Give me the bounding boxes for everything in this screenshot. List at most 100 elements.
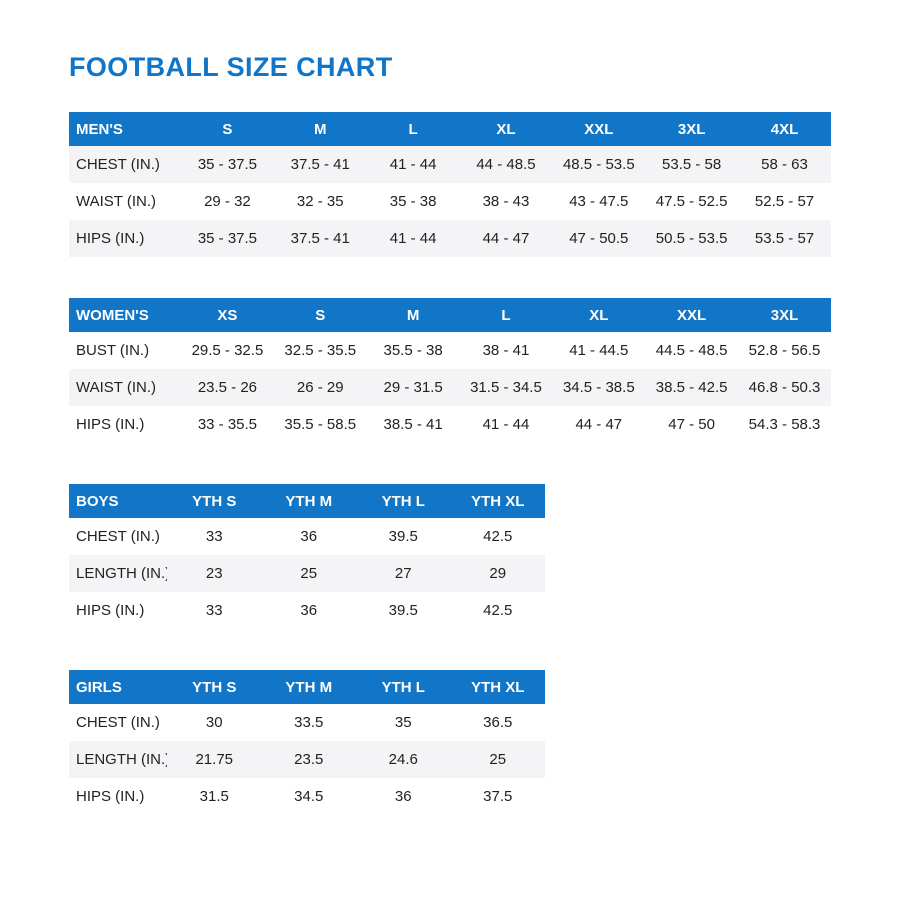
size-column-header: 3XL [677,120,706,138]
measurement-row: HIPS (IN.) 33 36 39.5 42.5 [69,592,545,629]
size-column-header: YTH L [381,492,425,510]
measurement-value-cell: 32.5 - 35.5 [284,342,357,359]
measurement-value-cell: 44.5 - 48.5 [655,342,728,359]
size-column-header: 4XL [770,120,799,138]
size-chart-page: FOOTBALL SIZE CHART MEN'S S M L XL XXL 3XL 4XL C… [69,52,831,815]
measurement-value-cell: 39.5 [388,528,418,545]
measurement-label: HIPS (IN.) [76,230,145,247]
table-group-label: BOYS [76,492,119,510]
measurement-value-cell: 41 - 44.5 [569,342,629,359]
measurement-row: WAIST (IN.) 29 - 32 32 - 35 35 - 38 38 - 43 4… [69,183,831,220]
measurement-value-cell: 50.5 - 53.5 [655,230,728,247]
measurement-value-cell: 41 - 44 [389,156,437,173]
measurement-value-cell: 35 - 38 [389,193,437,210]
measurement-value-cell: 38 - 41 [482,342,530,359]
measurement-value-cell: 33.5 [294,714,324,731]
measurement-row: HIPS (IN.) 35 - 37.5 37.5 - 41 41 - 44 44 - … [69,220,831,257]
table-group-label: WOMEN'S [76,306,149,324]
measurement-value-cell: 36 [300,528,318,545]
size-column-header: XL [496,120,516,138]
measurement-value-cell: 29 [489,565,507,582]
measurement-value-cell: 46.8 - 50.3 [748,379,821,396]
measurement-value-cell: 38.5 - 42.5 [655,379,728,396]
measurement-label: HIPS (IN.) [76,416,145,433]
measurement-label: BUST (IN.) [76,342,150,359]
measurement-row: HIPS (IN.) 31.5 34.5 36 37.5 [69,778,545,815]
size-column-header: L [501,306,511,324]
measurement-value-cell: 34.5 [294,788,324,805]
measurement-row: HIPS (IN.) 33 - 35.5 35.5 - 58.5 38.5 - 41 4… [69,406,831,443]
measurement-value-cell: 39.5 [388,602,418,619]
size-table-boys: BOYS YTH S YTH M YTH L YTH XL CHEST (IN.) 33 36… [69,484,545,629]
size-column-header: XS [217,306,238,324]
measurement-value-cell: 37.5 [483,788,513,805]
measurement-row: LENGTH (IN.) 21.75 23.5 24.6 25 [69,741,545,778]
measurement-value-cell: 29 - 31.5 [383,379,443,396]
measurement-row: LENGTH (IN.) 23 25 27 29 [69,555,545,592]
size-column-header: L [408,120,418,138]
size-table-girls: GIRLS YTH S YTH M YTH L YTH XL CHEST (IN.) 30 3… [69,670,545,815]
measurement-value-cell: 23.5 - 26 [197,379,258,396]
measurement-row: CHEST (IN.) 35 - 37.5 37.5 - 41 41 - 44 44 -… [69,146,831,183]
measurement-label: HIPS (IN.) [76,788,145,805]
measurement-value-cell: 44 - 47 [575,416,623,433]
size-column-header: S [315,306,326,324]
size-column-header: M [406,306,420,324]
size-column-header: XXL [584,120,614,138]
measurement-value-cell: 36 [300,602,318,619]
measurement-value-cell: 32 - 35 [296,193,344,210]
measurement-label: WAIST (IN.) [76,193,156,210]
measurement-value-cell: 53.5 - 57 [754,230,815,247]
size-column-header: YTH S [192,492,237,510]
size-column-header: 3XL [770,306,799,324]
measurement-value-cell: 34.5 - 38.5 [562,379,635,396]
table-header-row: BOYS YTH S YTH M YTH L YTH XL [69,484,545,518]
table-header-row: GIRLS YTH S YTH M YTH L YTH XL [69,670,545,704]
measurement-value-cell: 38 - 43 [482,193,530,210]
measurement-value-cell: 48.5 - 53.5 [562,156,635,173]
measurement-value-cell: 42.5 [483,528,513,545]
measurement-value-cell: 24.6 [388,751,418,768]
measurement-value-cell: 42.5 [483,602,513,619]
measurement-value-cell: 41 - 44 [482,416,530,433]
size-column-header: YTH XL [471,492,525,510]
measurement-value-cell: 36.5 [483,714,513,731]
table-group-label: GIRLS [76,678,122,696]
measurement-value-cell: 37.5 - 41 [290,230,350,247]
measurement-label: WAIST (IN.) [76,379,156,396]
measurement-value-cell: 58 - 63 [761,156,808,173]
size-column-header: S [222,120,233,138]
measurement-value-cell: 33 [205,602,223,619]
measurement-value-cell: 31.5 [199,788,229,805]
measurement-row: CHEST (IN.) 30 33.5 35 36.5 [69,704,545,741]
measurement-value-cell: 25 [489,751,507,768]
measurement-value-cell: 26 - 29 [296,379,344,396]
size-column-header: XXL [677,306,707,324]
measurement-value-cell: 35 - 37.5 [197,156,258,173]
size-column-header: YTH S [192,678,237,696]
measurement-value-cell: 47 - 50 [668,416,715,433]
measurement-label: LENGTH (IN.) [76,565,167,582]
measurement-value-cell: 23 [205,565,223,582]
table-group-label: MEN'S [76,120,123,138]
measurement-label: CHEST (IN.) [76,714,160,731]
measurement-value-cell: 53.5 - 58 [662,156,722,173]
measurement-value-cell: 44 - 48.5 [476,156,536,173]
measurement-value-cell: 27 [394,565,412,582]
measurement-value-cell: 52.8 - 56.5 [748,342,821,359]
measurement-value-cell: 29.5 - 32.5 [191,342,264,359]
measurement-value-cell: 47.5 - 52.5 [655,193,728,210]
size-table-mens: MEN'S S M L XL XXL 3XL 4XL CHEST (IN.) 35 - 37.5 3… [69,112,831,257]
measurement-value-cell: 52.5 - 57 [754,193,815,210]
measurement-value-cell: 44 - 47 [482,230,530,247]
size-column-header: M [314,120,327,138]
measurement-value-cell: 41 - 44 [389,230,437,247]
measurement-row: BUST (IN.) 29.5 - 32.5 32.5 - 35.5 35.5 - 3… [69,332,831,369]
measurement-value-cell: 31.5 - 34.5 [470,379,542,396]
measurement-value-cell: 36 [394,788,412,805]
measurement-label: CHEST (IN.) [76,156,160,173]
table-header-row: WOMEN'S XS S M L XL XXL 3XL [69,298,831,332]
measurement-value-cell: 37.5 - 41 [290,156,350,173]
size-column-header: YTH L [381,678,425,696]
measurement-value-cell: 35 - 37.5 [197,230,258,247]
